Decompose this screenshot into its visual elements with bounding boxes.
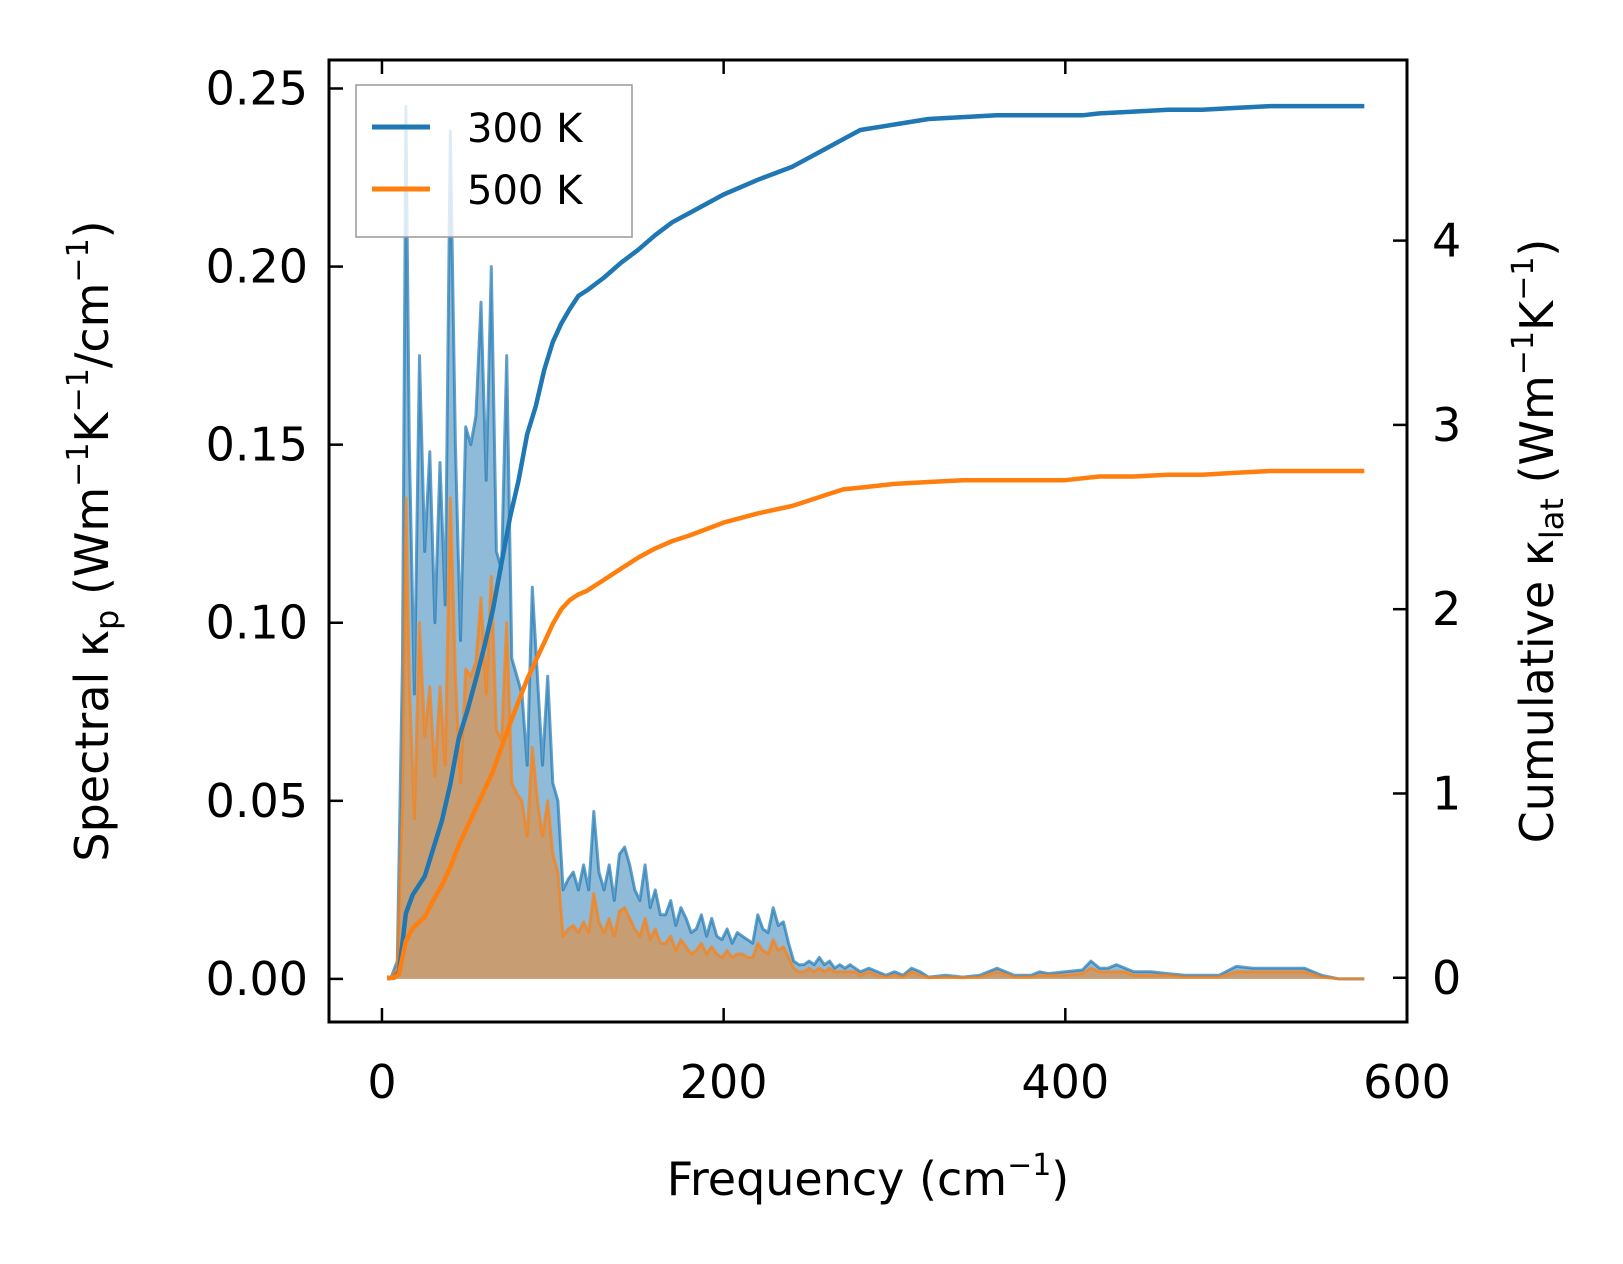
tick-labels: 0 200 400 600 0.00 0.05 0.10 0.15 0.20 0.25 0 1 2 3 4	[206, 61, 1462, 1109]
spectral-fill-t500	[387, 498, 1365, 979]
y-left-tick-label: 0.05	[206, 774, 308, 828]
x-axis-title: Frequency (cm−1)	[667, 1148, 1070, 1206]
y-right-title-k: K	[1510, 299, 1564, 331]
y-right-tick-label: 2	[1432, 582, 1461, 636]
y-left-title-k: K	[65, 411, 119, 443]
legend-label-300k: 300 K	[467, 106, 584, 152]
y-left-tick-label: 0.25	[206, 61, 308, 115]
spectral-line-t300	[387, 104, 1365, 981]
y-left-title-pre: Spectral κ	[65, 630, 119, 862]
y-right-tick-label: 3	[1432, 398, 1461, 452]
axis-ticks	[329, 60, 1409, 1022]
y-left-title-end: )	[65, 220, 119, 238]
plot-frame	[327, 58, 1409, 1024]
y-right-tick-label: 1	[1432, 766, 1461, 820]
y-left-tick-label: 0.20	[206, 240, 308, 294]
cumulative-line-t300	[387, 103, 1365, 981]
y-right-title-sub: lat	[1533, 498, 1571, 539]
legend-label-500k: 500 K	[467, 168, 584, 214]
legend: 300 K 500 K	[355, 84, 633, 238]
x-tick-label: 600	[1363, 1055, 1451, 1109]
legend-box	[355, 84, 633, 238]
x-axis-title-end: )	[1051, 1152, 1069, 1206]
y-left-title-sup3: −1	[61, 238, 96, 282]
spectral-line-t500	[387, 496, 1365, 981]
y-left-title-sub: p	[88, 610, 126, 630]
x-tick-label: 0	[367, 1055, 396, 1109]
y-right-title-end: )	[1510, 239, 1564, 257]
y-right-title-sup1: −1	[1506, 331, 1541, 375]
x-tick-label: 400	[1021, 1055, 1109, 1109]
y-right-axis-title: Cumulative κlat (Wm−1K−1)	[1506, 239, 1571, 844]
y-right-tick-label: 4	[1432, 214, 1461, 268]
y-right-title-sup2: −1	[1506, 257, 1541, 301]
x-tick-label: 200	[680, 1055, 768, 1109]
y-left-axis-title: Spectral κp (Wm−1K−1/cm−1)	[61, 220, 126, 861]
y-left-title-sup1: −1	[61, 443, 96, 487]
y-left-title-sup2: −1	[61, 368, 96, 412]
cumulative-line-t500	[387, 468, 1365, 981]
y-left-tick-label: 0.00	[206, 952, 308, 1006]
y-left-tick-label: 0.10	[206, 596, 308, 650]
y-left-title-slash: /cm	[65, 283, 119, 369]
y-left-title-mid: (Wm	[65, 487, 119, 610]
plot-area	[387, 103, 1365, 981]
x-axis-title-sup: −1	[1007, 1148, 1051, 1183]
y-right-title-pre: Cumulative κ	[1510, 539, 1564, 843]
y-left-tick-label: 0.15	[206, 418, 308, 472]
y-right-tick-label: 0	[1432, 951, 1461, 1005]
x-axis-title-main: Frequency (cm	[667, 1152, 1007, 1206]
y-right-title-mid: (Wm	[1510, 375, 1564, 498]
